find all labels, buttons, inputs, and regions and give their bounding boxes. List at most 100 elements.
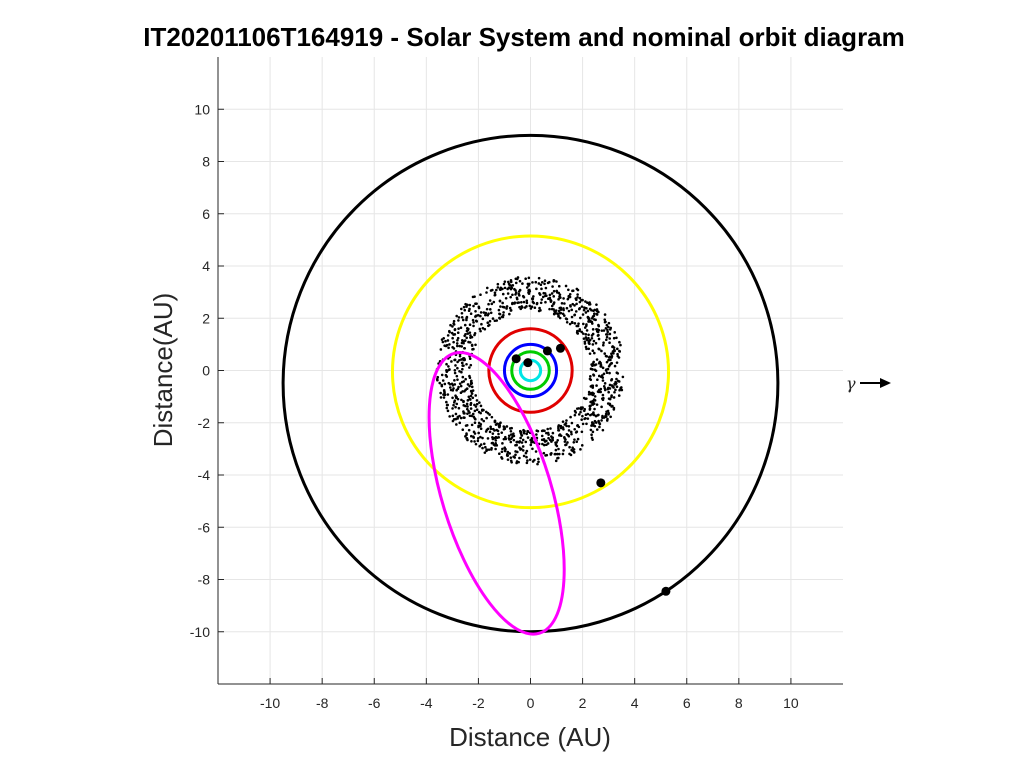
asteroid-point [462,404,466,407]
asteroid-point [602,372,606,376]
asteroid-point [581,332,585,335]
asteroid-point [510,286,514,290]
asteroid-point [453,328,457,332]
x-axis-label: Distance (AU) [449,722,611,752]
asteroid-point [557,298,560,301]
asteroid-point [459,384,463,388]
asteroid-point [621,375,625,379]
asteroid-point [462,364,465,367]
asteroid-point [551,285,554,288]
asteroid-point [617,356,621,359]
asteroid-point [455,423,458,426]
asteroid-point [601,379,605,382]
asteroid-point [458,354,462,358]
asteroid-point [606,328,609,332]
asteroid-point [548,293,552,297]
asteroid-point [503,449,507,453]
asteroid-point [534,450,538,453]
asteroid-point [526,436,530,439]
asteroid-point [597,421,601,425]
asteroid-point [436,378,439,382]
asteroid-point [497,452,501,456]
asteroid-point [614,380,617,384]
asteroid-point [535,287,538,291]
asteroid-point [518,456,521,460]
asteroid-point [571,302,575,306]
asteroid-point [453,399,457,402]
asteroid-point [451,336,454,340]
asteroid-point [460,307,463,311]
asteroid-point [535,429,539,432]
asteroid-point [602,341,605,345]
asteroid-point [470,344,474,347]
asteroid-point [516,301,519,305]
asteroid-point [592,374,596,377]
asteroid-point [552,312,556,316]
asteroid-point [586,417,590,420]
asteroid-point [468,331,472,334]
asteroid-point [559,424,563,428]
asteroid-point [545,439,548,443]
asteroid-point [473,416,476,420]
asteroid-point [505,305,509,308]
asteroid-point [557,309,561,313]
asteroid-point [440,373,444,377]
asteroid-point [530,436,534,440]
asteroid-point [590,433,593,436]
asteroid-point [463,339,467,342]
asteroid-point [557,447,560,451]
asteroid-point [520,301,523,304]
asteroid-point [468,323,472,327]
asteroid-point [605,338,608,342]
y-tick-label: -2 [198,415,211,431]
asteroid-point [507,434,511,438]
asteroid-point [526,430,530,434]
asteroid-point [586,315,590,319]
asteroid-point [591,362,595,365]
asteroid-point [565,424,568,428]
asteroid-point [472,324,475,328]
asteroid-point [573,438,576,441]
asteroid-point [502,311,505,314]
grid-lines [218,57,843,684]
asteroid-point [468,303,472,307]
asteroid-point [543,292,547,295]
asteroid-point [545,453,549,457]
asteroid-point [613,331,617,334]
asteroid-point [587,347,591,351]
asteroid-point [448,383,452,386]
asteroid-point [452,403,455,407]
asteroid-point [560,301,564,305]
asteroid-point [486,437,490,440]
asteroid-point [476,439,480,443]
asteroid-point [461,375,465,379]
asteroid-point [509,459,513,463]
asteroid-point [451,414,455,418]
asteroid-point [513,302,516,305]
asteroid-point [526,459,529,462]
asteroid-point [595,313,599,316]
asteroid-point [464,435,467,438]
asteroid-point [501,287,504,291]
asteroid-point [579,316,582,320]
asteroid-point [564,443,568,446]
asteroid-point [454,412,458,416]
asteroid-point [466,405,469,408]
asteroid-point [610,352,613,355]
asteroid-point [582,308,586,312]
asteroid-point [473,409,477,413]
asteroid-point [603,388,607,392]
asteroid-point [455,342,459,345]
bodies [511,343,671,596]
asteroid-point [556,438,559,442]
asteroid-point [456,360,459,364]
asteroid-point [588,342,591,346]
asteroid-point [491,441,495,445]
asteroid-point [585,324,588,328]
chart-title: IT20201106T164919 - Solar System and nom… [143,22,905,52]
asteroid-point [607,411,610,415]
asteroid-point [495,319,499,322]
asteroid-point [506,287,509,291]
asteroid-point [585,422,588,426]
asteroid-point [580,305,584,308]
